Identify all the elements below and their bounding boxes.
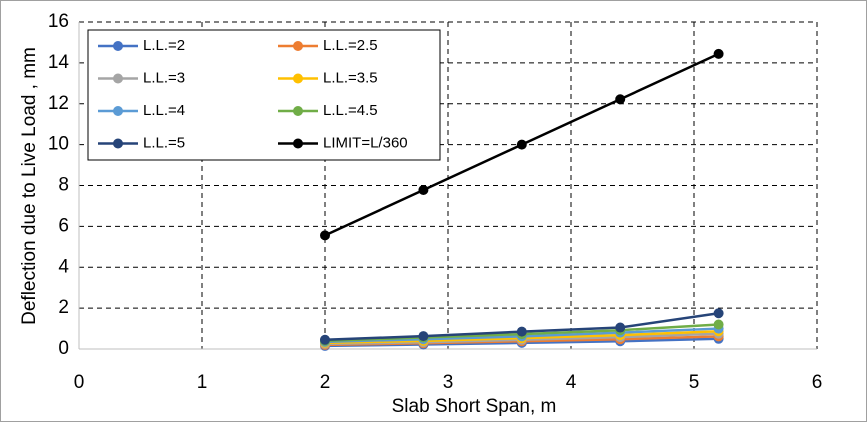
legend-label: L.L.=2.5 (323, 37, 378, 54)
x-tick-label: 5 (689, 372, 700, 393)
y-tick-label: 6 (58, 215, 69, 236)
legend-label: L.L.=2 (143, 37, 185, 54)
data-point (516, 326, 527, 337)
data-point (615, 94, 626, 105)
x-axis-label: Slab Short Span, m (392, 396, 557, 417)
legend-marker (293, 73, 303, 84)
legend-label: L.L.=4.5 (323, 102, 378, 119)
x-tick-label: 3 (443, 372, 454, 393)
legend-label: L.L.=3 (143, 69, 185, 86)
legend-marker (113, 106, 123, 116)
data-point (418, 331, 429, 342)
legend-marker (113, 73, 123, 84)
legend-marker (293, 41, 303, 51)
y-tick-label: 8 (58, 175, 69, 196)
y-tick-label: 10 (48, 134, 69, 155)
y-tick-label: 4 (58, 256, 69, 277)
data-point (713, 308, 724, 319)
legend-marker (113, 41, 123, 51)
legend-label: L.L.=4 (143, 102, 185, 119)
x-tick-label: 2 (320, 372, 331, 393)
legend: L.L.=2 L.L.=2.5 L.L.=3 L.L.=3.5 L.L.=4 L.L.=4… (87, 29, 441, 161)
y-tick-label: 12 (48, 93, 69, 114)
y-tick-label: 14 (48, 52, 70, 73)
legend-label: LIMIT=L/360 (323, 134, 408, 151)
y-tick-label: 2 (58, 297, 69, 318)
y-tick-label: 16 (48, 11, 69, 32)
legend-label: L.L.=5 (143, 134, 185, 151)
x-tick-label: 0 (74, 372, 85, 393)
data-point (713, 48, 724, 59)
legend-marker (293, 106, 303, 116)
y-axis-label: Deflection due to Live Load , mm (19, 47, 40, 325)
data-point (713, 319, 724, 330)
legend-marker (293, 138, 303, 149)
x-tick-label: 1 (197, 372, 208, 393)
data-point (418, 184, 429, 195)
data-point (516, 139, 527, 150)
data-point (320, 334, 330, 345)
legend-label: L.L.=3.5 (323, 69, 378, 86)
y-tick-label: 0 (58, 338, 69, 359)
data-point (615, 322, 626, 333)
x-tick-label: 4 (566, 372, 577, 393)
legend-marker (113, 138, 123, 149)
legend-box (87, 29, 441, 161)
data-point (320, 230, 330, 241)
x-tick-label: 6 (812, 372, 823, 393)
